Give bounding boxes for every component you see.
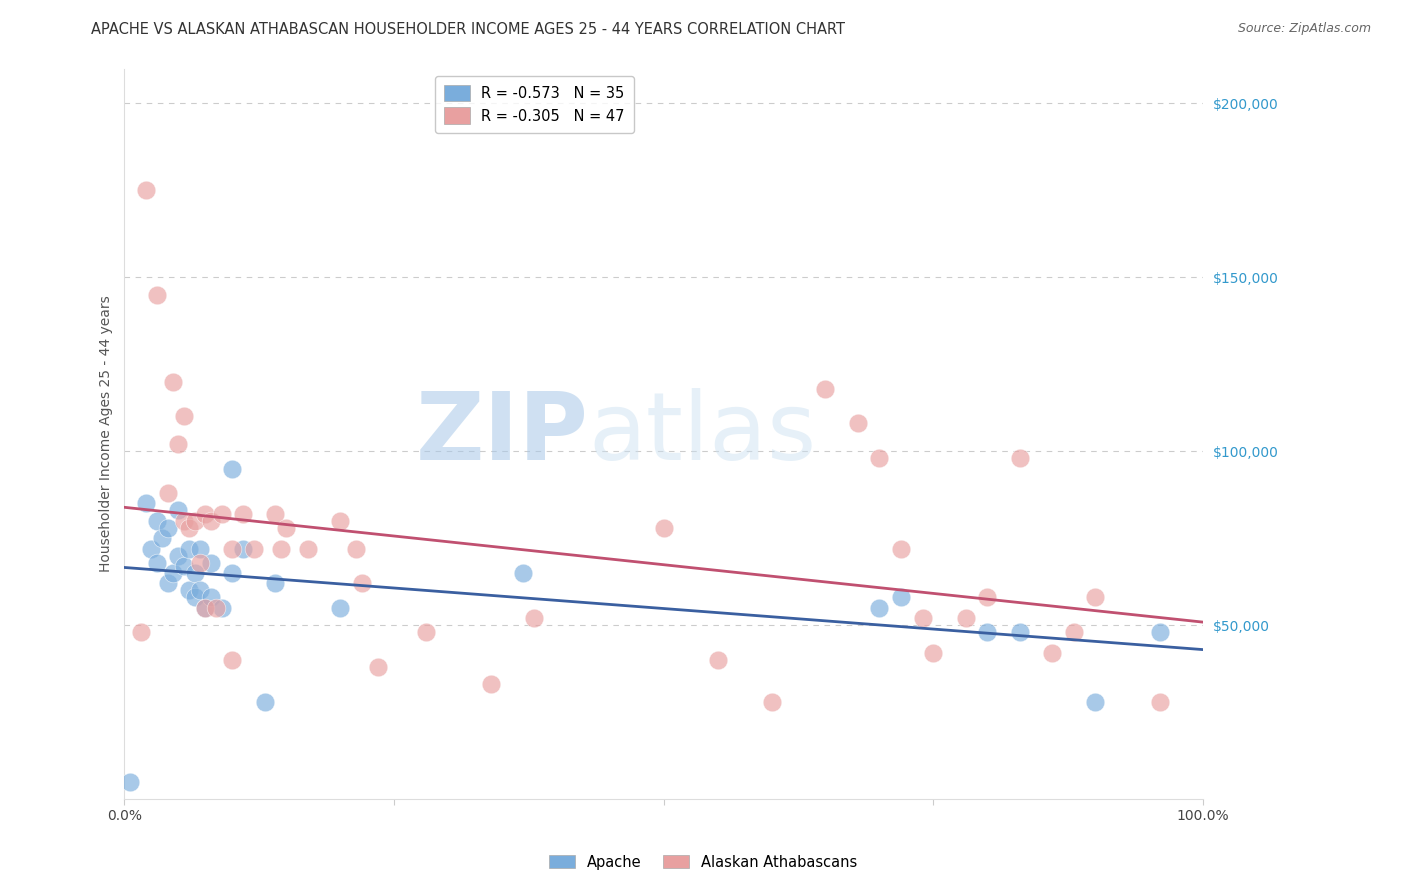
Point [367, 660, 389, 674]
Point [512, 566, 534, 580]
Point [232, 507, 254, 521]
Point [156, 486, 179, 500]
Point [221, 461, 243, 475]
Point [188, 541, 211, 556]
Point [167, 549, 190, 563]
Point [118, 774, 141, 789]
Point [1149, 625, 1171, 640]
Point [911, 611, 934, 625]
Legend: R = -0.573   N = 35, R = -0.305   N = 47: R = -0.573 N = 35, R = -0.305 N = 47 [434, 76, 634, 133]
Point [183, 514, 205, 528]
Point [200, 514, 222, 528]
Point [221, 653, 243, 667]
Point [179, 521, 201, 535]
Point [652, 521, 675, 535]
Point [276, 521, 298, 535]
Point [179, 541, 201, 556]
Point [1149, 695, 1171, 709]
Point [194, 600, 217, 615]
Point [890, 591, 912, 605]
Point [976, 625, 998, 640]
Point [179, 583, 201, 598]
Text: atlas: atlas [588, 388, 817, 480]
Point [156, 576, 179, 591]
Point [523, 611, 546, 625]
Point [173, 514, 195, 528]
Point [922, 646, 945, 660]
Legend: Apache, Alaskan Athabascans: Apache, Alaskan Athabascans [543, 849, 863, 876]
Point [205, 600, 228, 615]
Point [253, 695, 276, 709]
Point [200, 556, 222, 570]
Point [194, 507, 217, 521]
Point [211, 507, 233, 521]
Point [221, 541, 243, 556]
Point [141, 541, 163, 556]
Point [270, 541, 292, 556]
Point [297, 541, 319, 556]
Point [221, 566, 243, 580]
Text: APACHE VS ALASKAN ATHABASCAN HOUSEHOLDER INCOME AGES 25 - 44 YEARS CORRELATION C: APACHE VS ALASKAN ATHABASCAN HOUSEHOLDER… [91, 22, 845, 37]
Point [188, 583, 211, 598]
Point [1063, 625, 1085, 640]
Point [232, 541, 254, 556]
Point [264, 576, 287, 591]
Point [183, 566, 205, 580]
Point [329, 514, 352, 528]
Point [150, 531, 173, 545]
Point [167, 437, 190, 451]
Point [1008, 451, 1031, 466]
Point [135, 496, 157, 510]
Point [188, 556, 211, 570]
Point [1084, 591, 1107, 605]
Text: Source: ZipAtlas.com: Source: ZipAtlas.com [1237, 22, 1371, 36]
Point [846, 417, 869, 431]
Point [868, 600, 890, 615]
Point [146, 556, 169, 570]
Point [211, 600, 233, 615]
Point [955, 611, 977, 625]
Point [344, 541, 367, 556]
Point [194, 600, 217, 615]
Point [890, 541, 912, 556]
Point [173, 409, 195, 424]
Point [1084, 695, 1107, 709]
Point [162, 375, 184, 389]
Point [1040, 646, 1063, 660]
Point [814, 382, 837, 396]
Point [329, 600, 352, 615]
Point [976, 591, 998, 605]
Point [146, 287, 169, 301]
Point [135, 183, 157, 197]
Point [264, 507, 287, 521]
Point [479, 677, 502, 691]
Point [350, 576, 373, 591]
Point [200, 591, 222, 605]
Point [868, 451, 890, 466]
Point [156, 521, 179, 535]
Point [761, 695, 783, 709]
Point [173, 559, 195, 574]
Point [243, 541, 266, 556]
Text: ZIP: ZIP [415, 388, 588, 480]
Point [146, 514, 169, 528]
Point [162, 566, 184, 580]
Point [415, 625, 437, 640]
Point [129, 625, 152, 640]
Point [167, 503, 190, 517]
Point [1008, 625, 1031, 640]
Point [183, 591, 205, 605]
Y-axis label: Householder Income Ages 25 - 44 years: Householder Income Ages 25 - 44 years [100, 295, 114, 572]
Point [706, 653, 728, 667]
